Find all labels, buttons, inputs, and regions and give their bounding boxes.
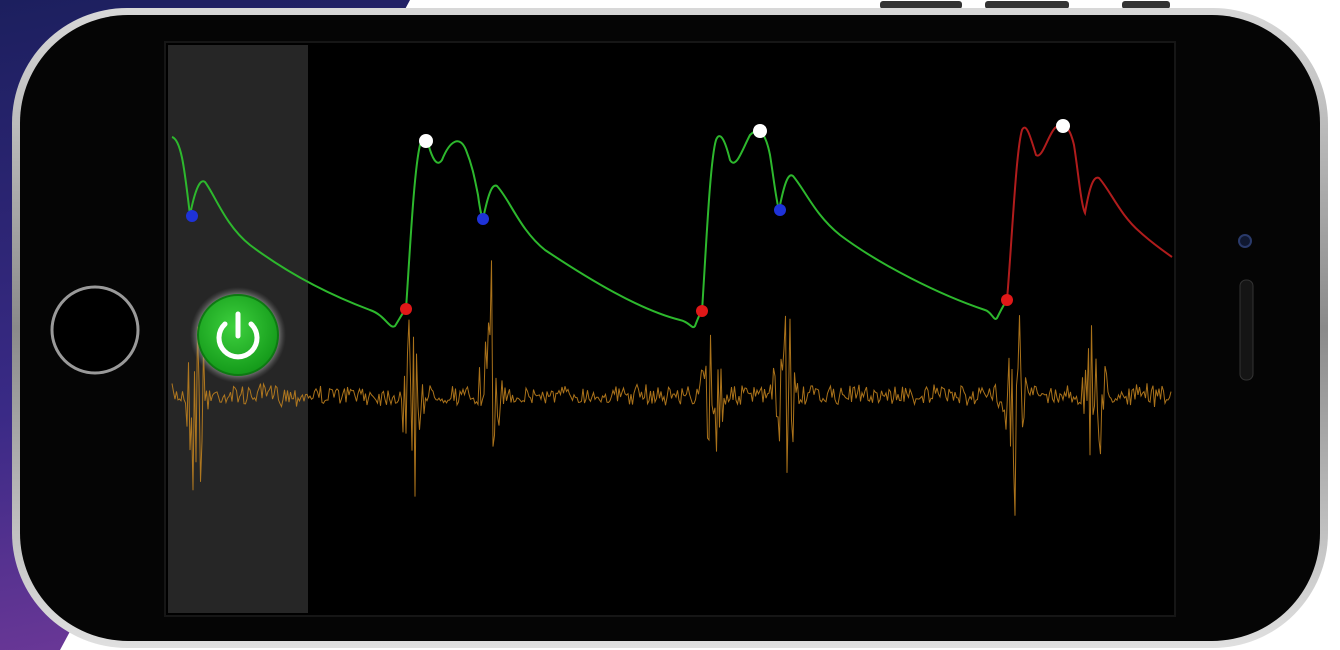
signal-trace-path: [171, 260, 1172, 516]
screen: [164, 41, 1176, 617]
marker-blue: [186, 210, 198, 222]
marker-white: [419, 134, 433, 148]
camera: [1238, 234, 1252, 248]
side-button: [880, 1, 962, 9]
home-button[interactable]: [50, 285, 140, 375]
power-icon: [216, 321, 260, 360]
marker-blue: [774, 204, 786, 216]
marker-red: [696, 305, 708, 317]
speaker: [1239, 279, 1254, 381]
marker-red: [400, 303, 412, 315]
marker-white: [753, 124, 767, 138]
marker-white: [1056, 119, 1070, 133]
markers: [186, 119, 1070, 317]
marker-red: [1001, 294, 1013, 306]
marker-blue: [477, 213, 489, 225]
side-button: [985, 1, 1069, 9]
power-button[interactable]: [190, 287, 286, 383]
side-button: [1122, 1, 1170, 9]
signal-trace: [171, 260, 1172, 516]
pulse-wave: [1006, 123, 1173, 301]
